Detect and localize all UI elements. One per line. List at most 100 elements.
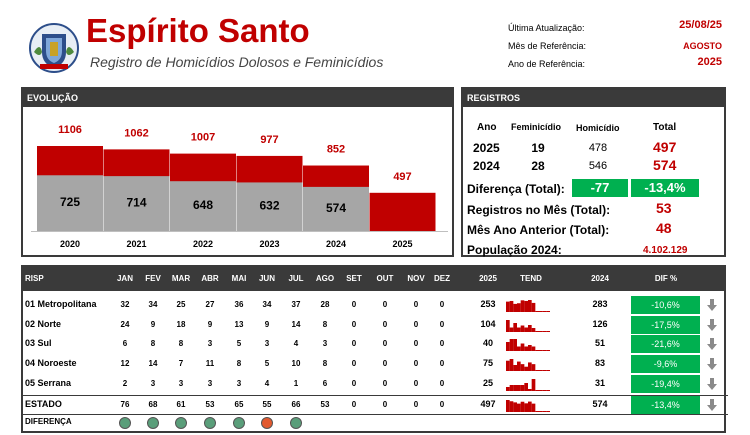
populacao-value: 4.102.129	[643, 245, 688, 256]
meta-value-update: 25/08/25	[679, 19, 722, 31]
dif-badge: -21,6%	[631, 335, 700, 353]
sparkline-bar	[513, 323, 517, 332]
dif-badge: -9,6%	[631, 355, 700, 373]
sparkline-bar	[542, 331, 547, 332]
month-value: 6	[322, 379, 328, 388]
month-value: 0	[439, 339, 445, 348]
value-2025: 40	[482, 338, 493, 348]
x-tick-label: 2020	[60, 239, 80, 249]
sparkline-bar	[506, 342, 510, 351]
header-risp: RISP	[25, 274, 44, 283]
month-value: 8	[322, 359, 328, 368]
row-2024-ano: 2024	[473, 159, 500, 173]
bar-total-label: 497	[393, 171, 411, 183]
sparkline-bar	[506, 320, 510, 332]
bar-homicidio-2020	[37, 175, 103, 231]
bar-value-label: 714	[126, 196, 146, 210]
sparkline-bar	[531, 403, 536, 412]
month-value: 3	[150, 379, 156, 388]
month-value: 0	[351, 320, 357, 329]
month-value: 0	[351, 379, 357, 388]
month-value: 0	[351, 339, 357, 348]
sparkline-bar	[509, 300, 514, 312]
value-2024: 574	[592, 399, 608, 409]
bar-value-label: 574	[326, 201, 346, 215]
sparkline-bar	[517, 403, 521, 412]
trend-sparkline	[506, 400, 550, 412]
month-value: 0	[382, 320, 388, 329]
month-value: 3	[236, 379, 242, 388]
row-2025-fem: 19	[531, 141, 545, 155]
difference-dot-green	[204, 417, 216, 429]
bar-total-2025	[369, 192, 436, 231]
month-value: 0	[439, 400, 445, 409]
sparkline-bar	[535, 411, 539, 412]
sparkline-bar	[528, 401, 532, 412]
bar-homicidio-2024	[303, 186, 369, 231]
sparkline-bar	[509, 327, 514, 332]
sparkline-bar	[546, 350, 550, 351]
month-value: 18	[176, 320, 186, 329]
month-value: 24	[120, 320, 130, 329]
sparkline-bar	[542, 411, 547, 412]
dif-badge: -19,4%	[631, 375, 700, 393]
table-row: 03 Sul 6 8 8 3 5 3 4 3 0 0 0 0 40 51 -21,6%	[23, 335, 724, 353]
row-2025-ano: 2025	[473, 141, 500, 155]
sparkline-bar	[531, 364, 536, 371]
populacao-label: População 2024:	[467, 243, 562, 257]
month-value: 27	[205, 300, 215, 309]
sparkline-bar	[524, 403, 528, 412]
header-month: MAR	[171, 274, 191, 283]
month-value: 7	[178, 359, 184, 368]
sparkline-bar	[539, 311, 543, 312]
month-value: 25	[176, 300, 186, 309]
sparkline-bar	[535, 331, 539, 332]
diferenca-divider	[23, 414, 728, 415]
sparkline-bar	[517, 327, 521, 332]
sparkline-bar	[509, 339, 514, 351]
mes-anterior-value: 48	[656, 220, 672, 236]
sparkline-bar	[539, 390, 543, 391]
registros-panel: REGISTROS Ano Feminicídio Homicídio Tota…	[461, 87, 726, 257]
evolution-heading: EVOLUÇÃO	[23, 89, 452, 107]
bar-value-label: 648	[193, 198, 213, 212]
sparkline-bar	[539, 411, 543, 412]
meta-label-update: Última Atualização:	[508, 23, 585, 33]
sparkline-bar	[546, 331, 550, 332]
difference-dot-green	[175, 417, 187, 429]
month-value: 0	[413, 359, 419, 368]
col-total-header: Total	[653, 122, 677, 133]
row-2024-hom: 546	[588, 160, 608, 172]
month-value: 76	[120, 400, 130, 409]
value-2025: 497	[480, 399, 496, 409]
header-month: JUN	[258, 274, 275, 283]
evolution-chart: 725 1106 2020 714 1062 2021 648 1007 2022 632 977 2…	[31, 124, 448, 249]
header-month: OUT	[376, 274, 394, 283]
month-value: 0	[413, 339, 419, 348]
month-value: 8	[178, 339, 184, 348]
value-2024: 83	[594, 358, 605, 368]
header-2025: 2025	[479, 274, 497, 283]
sparkline-bar	[506, 360, 510, 371]
sparkline-bar	[539, 370, 543, 371]
month-value: 0	[439, 320, 445, 329]
sparkline-bar	[524, 346, 528, 351]
row-2025-hom: 478	[588, 142, 608, 154]
estado-divider	[23, 395, 728, 396]
x-tick-label: 2023	[259, 239, 279, 249]
trend-sparkline	[506, 359, 550, 371]
sparkline-bar	[524, 327, 528, 332]
page-subtitle: Registro de Homicídios Dolosos e Feminic…	[90, 54, 384, 70]
bar-homicidio-2023	[236, 182, 303, 231]
sparkline-bar	[546, 311, 550, 312]
month-value: 9	[207, 320, 213, 329]
x-tick-label: 2025	[392, 239, 412, 249]
row-2024-fem: 28	[531, 159, 545, 173]
row-2025-total: 497	[653, 139, 677, 155]
month-value: 1	[293, 379, 299, 388]
month-value: 34	[148, 300, 158, 309]
bar-homicidio-2022	[170, 181, 236, 231]
value-2025: 253	[480, 299, 496, 309]
sparkline-bar	[517, 361, 521, 371]
month-value: 66	[291, 400, 301, 409]
